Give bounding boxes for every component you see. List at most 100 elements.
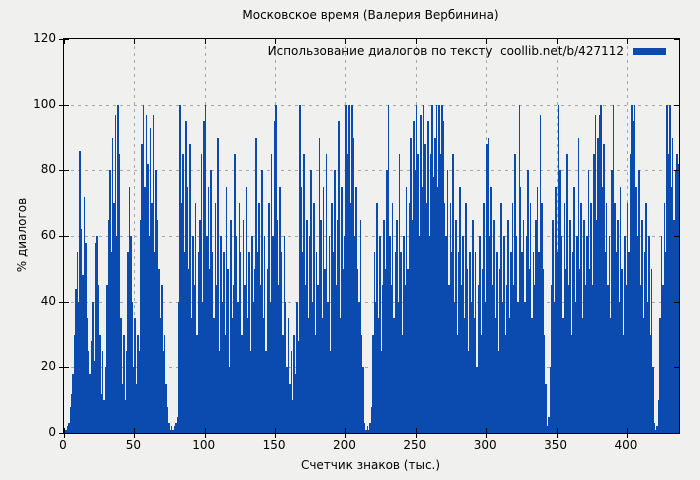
bar — [619, 186, 622, 433]
y-tick-mark — [64, 170, 69, 172]
bar — [479, 236, 481, 433]
bar — [660, 236, 663, 433]
bar — [232, 285, 235, 433]
bar — [313, 203, 315, 433]
bar — [598, 114, 601, 433]
bar — [583, 219, 585, 433]
bar — [387, 104, 390, 433]
bar — [352, 137, 354, 433]
bar — [588, 268, 591, 433]
bar — [176, 416, 179, 433]
x-tick-label: 300 — [473, 438, 497, 452]
bar — [512, 285, 515, 433]
bar — [138, 350, 141, 433]
bar — [261, 170, 263, 433]
bar — [439, 153, 442, 433]
bar — [519, 186, 522, 433]
bar — [321, 318, 324, 433]
bar — [109, 170, 111, 433]
ticks-layer — [59, 39, 679, 438]
bar — [223, 252, 225, 433]
bar — [189, 144, 191, 433]
x-tick-mark — [134, 39, 136, 44]
bar — [565, 268, 567, 433]
bar — [601, 186, 604, 433]
bar — [653, 423, 656, 433]
bar — [539, 114, 542, 433]
bar — [359, 219, 362, 433]
y-tick-mark — [59, 236, 64, 237]
bar — [331, 203, 333, 433]
bar — [373, 252, 376, 433]
bar — [97, 285, 100, 433]
bar — [573, 186, 575, 433]
bar — [291, 400, 294, 433]
bar — [349, 203, 352, 433]
bar — [625, 285, 628, 433]
bar — [111, 137, 114, 433]
bar — [491, 285, 494, 433]
bar — [118, 153, 121, 433]
bar — [548, 416, 550, 433]
bar — [242, 219, 245, 433]
bar — [476, 367, 478, 433]
bar — [645, 203, 647, 433]
bar — [253, 268, 256, 433]
bar — [199, 219, 201, 433]
bar — [595, 219, 598, 433]
bar — [497, 350, 499, 433]
chart-title: Московское время (Валерия Вербинина) — [242, 8, 499, 22]
bar — [183, 252, 186, 433]
bar — [656, 426, 658, 433]
bar — [110, 252, 112, 433]
bar — [398, 153, 401, 433]
bar — [258, 203, 260, 433]
bar — [297, 341, 300, 433]
bar — [577, 137, 580, 433]
bar — [214, 203, 217, 433]
x-tick-label: 150 — [262, 438, 286, 452]
bar — [284, 301, 287, 433]
bar — [532, 252, 535, 433]
bar — [304, 285, 307, 433]
bar — [239, 252, 242, 433]
bar — [341, 186, 343, 433]
bar — [646, 301, 649, 433]
y-tick-mark — [59, 433, 64, 434]
bar — [217, 137, 219, 433]
bar — [587, 170, 590, 433]
gridline-vertical — [134, 39, 136, 433]
bar — [320, 219, 322, 433]
bar — [538, 252, 540, 433]
bar — [366, 426, 369, 433]
bar — [200, 153, 202, 433]
bar — [504, 334, 506, 433]
bar — [80, 229, 83, 433]
bar — [612, 104, 615, 433]
y-tick-mark — [674, 236, 679, 237]
bar — [514, 153, 516, 433]
bar — [528, 268, 530, 433]
bar — [127, 252, 129, 433]
bar — [649, 334, 651, 433]
bar — [270, 153, 273, 433]
bar — [182, 153, 184, 433]
bar — [429, 153, 432, 433]
bar — [501, 301, 504, 433]
x-tick-mark — [134, 428, 136, 433]
bar — [669, 104, 671, 433]
bar — [562, 318, 564, 433]
bar — [353, 236, 356, 433]
bar — [652, 367, 654, 433]
bar — [463, 318, 466, 433]
bar — [542, 268, 544, 433]
bar — [311, 301, 314, 433]
x-tick-mark — [275, 433, 277, 438]
bar — [104, 367, 107, 433]
bar — [572, 252, 574, 433]
bar — [434, 137, 436, 433]
bar — [422, 104, 425, 433]
bar — [256, 252, 259, 433]
bar — [344, 236, 346, 433]
bar — [360, 334, 363, 433]
